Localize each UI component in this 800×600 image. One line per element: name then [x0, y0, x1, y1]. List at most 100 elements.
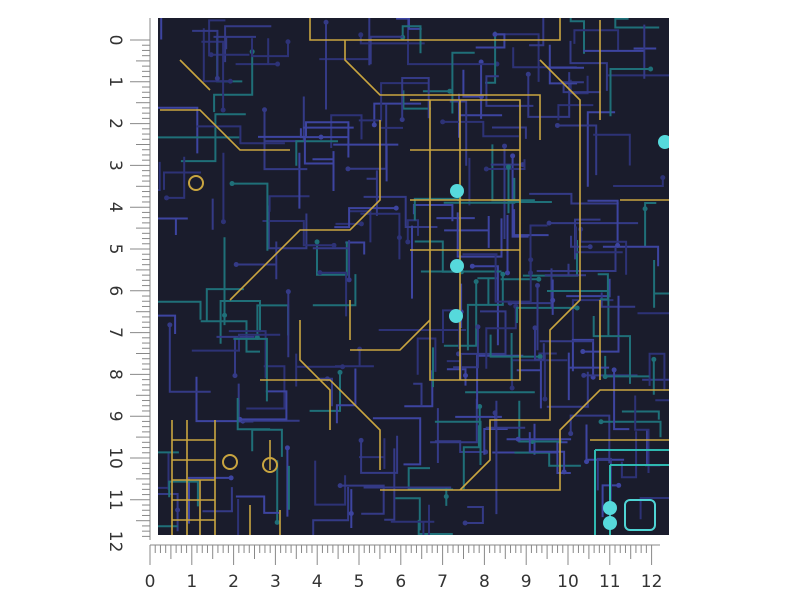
- trace: [158, 525, 178, 528]
- trace: [557, 124, 598, 176]
- trace: [614, 18, 660, 29]
- trace: [472, 265, 499, 346]
- ruler-label: 7: [105, 327, 125, 338]
- pad: [357, 346, 363, 352]
- pad: [568, 0, 573, 1]
- pad: [697, 291, 702, 296]
- trace: [396, 18, 422, 30]
- ruler-label: 5: [354, 572, 365, 592]
- trace: [196, 125, 285, 145]
- trace: [258, 135, 334, 165]
- pad: [502, 143, 508, 149]
- trace: [237, 499, 240, 535]
- pad: [262, 107, 268, 113]
- pad: [580, 349, 586, 355]
- trace: [404, 370, 434, 408]
- trace: [192, 29, 219, 79]
- trace: [569, 40, 608, 91]
- pad: [371, 122, 377, 128]
- trace: [239, 390, 288, 421]
- trace: [529, 224, 548, 273]
- pad: [536, 276, 542, 282]
- trace: [609, 68, 651, 117]
- trace: [620, 431, 638, 479]
- trace: [158, 300, 202, 320]
- pad: [318, 134, 324, 140]
- pad: [317, 270, 323, 276]
- trace: [345, 241, 366, 255]
- trace: [621, 410, 660, 420]
- pad: [443, 494, 449, 500]
- pad: [399, 117, 405, 123]
- trace: [648, 352, 666, 391]
- trace: [335, 349, 374, 368]
- trace: [335, 368, 357, 424]
- trace: [456, 212, 503, 258]
- trace: [191, 333, 281, 352]
- pad: [550, 297, 556, 303]
- trace: [312, 487, 350, 535]
- pad: [340, 364, 346, 370]
- trace: [486, 159, 526, 170]
- trace: [462, 69, 482, 98]
- trace: [295, 353, 343, 387]
- pad: [537, 354, 543, 360]
- trace: [224, 25, 272, 63]
- trace: [372, 417, 422, 466]
- pad: [175, 507, 181, 513]
- trace: [416, 337, 437, 375]
- pad: [581, 372, 587, 378]
- ruler-label: 8: [105, 369, 125, 380]
- trace: [330, 114, 363, 148]
- trace: [213, 35, 256, 50]
- trace: [534, 327, 545, 361]
- trace: [567, 352, 610, 401]
- trace: [434, 420, 482, 465]
- glow-dot: [450, 184, 464, 198]
- trace: [309, 372, 341, 412]
- trace: [401, 77, 430, 120]
- trace: [562, 81, 601, 94]
- pad: [492, 31, 498, 37]
- trace: [597, 273, 609, 301]
- trace: [458, 310, 507, 355]
- pad: [504, 270, 510, 276]
- pad: [337, 483, 343, 489]
- trace: [428, 504, 430, 535]
- pad: [229, 181, 235, 187]
- pad: [358, 437, 364, 443]
- pad: [274, 519, 280, 525]
- pad: [542, 396, 548, 402]
- trace: [528, 432, 566, 472]
- pad: [358, 32, 364, 38]
- trace: [236, 398, 271, 431]
- trace: [494, 254, 532, 303]
- pad: [574, 305, 580, 311]
- trace: [340, 484, 385, 515]
- pad: [447, 88, 453, 94]
- ruler-label: 10: [105, 447, 125, 469]
- trace: [158, 314, 177, 334]
- pad: [393, 205, 399, 211]
- trace: [305, 121, 350, 158]
- pad: [568, 431, 574, 437]
- trace: [373, 102, 422, 125]
- ruler-label: 2: [105, 118, 125, 129]
- pad: [500, 271, 506, 277]
- trace: [417, 519, 453, 535]
- pad: [510, 153, 516, 159]
- trace: [202, 487, 233, 513]
- gold-trace: [410, 149, 520, 251]
- trace: [451, 51, 475, 114]
- trace: [208, 19, 226, 57]
- trace: [507, 167, 552, 214]
- pad: [358, 221, 364, 227]
- pad: [233, 261, 239, 267]
- pad: [314, 239, 320, 245]
- ruler-label: 5: [105, 244, 125, 255]
- pad: [587, 244, 593, 250]
- teal-chip: [624, 499, 656, 531]
- trace: [602, 245, 660, 267]
- pad: [554, 122, 560, 128]
